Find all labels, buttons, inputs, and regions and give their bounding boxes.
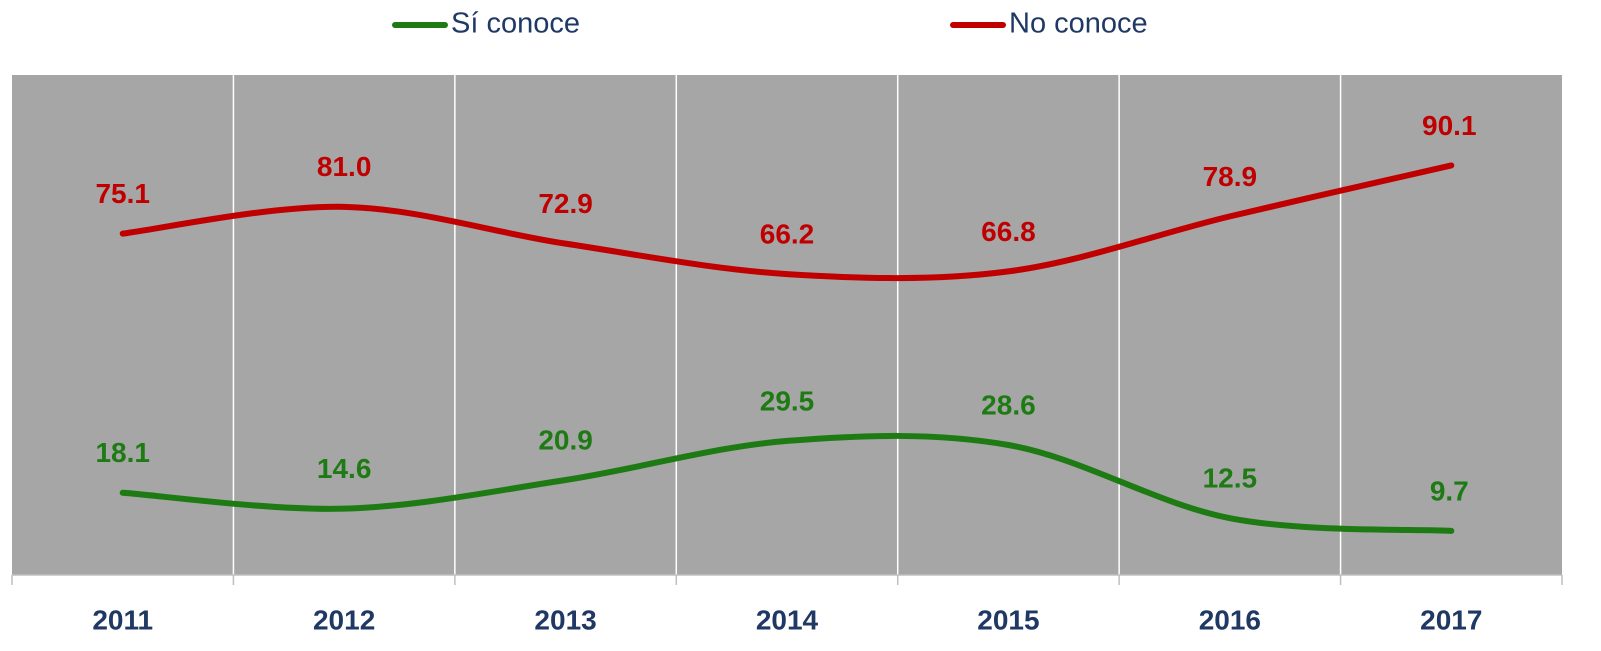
data-label: 66.2 (760, 218, 815, 249)
data-label: 28.6 (981, 389, 1036, 420)
x-tick-label: 2015 (977, 604, 1039, 635)
x-tick-label: 2012 (313, 604, 375, 635)
data-label: 14.6 (317, 453, 372, 484)
data-label: 90.1 (1422, 110, 1477, 141)
data-label: 66.8 (981, 216, 1036, 247)
data-label: 72.9 (538, 188, 593, 219)
legend-label: Sí conoce (451, 8, 580, 40)
data-label: 75.1 (95, 178, 150, 209)
x-tick-label: 2013 (534, 604, 596, 635)
series-line (119, 162, 1455, 282)
x-tick-label: 2011 (92, 604, 153, 635)
x-tick-label: 2017 (1420, 604, 1482, 635)
x-tick-label: 2014 (756, 604, 819, 635)
legend-label: No conoce (1009, 8, 1148, 40)
data-label: 12.5 (1203, 463, 1258, 494)
data-label: 29.5 (760, 385, 815, 416)
data-label: 18.1 (95, 437, 150, 468)
x-tick-label: 2016 (1199, 604, 1261, 635)
data-label: 81.0 (317, 151, 372, 182)
data-label: 9.7 (1430, 475, 1469, 506)
series-line (119, 432, 1455, 534)
data-label: 20.9 (538, 424, 593, 455)
data-label: 78.9 (1203, 161, 1258, 192)
plot-area (12, 75, 1562, 575)
